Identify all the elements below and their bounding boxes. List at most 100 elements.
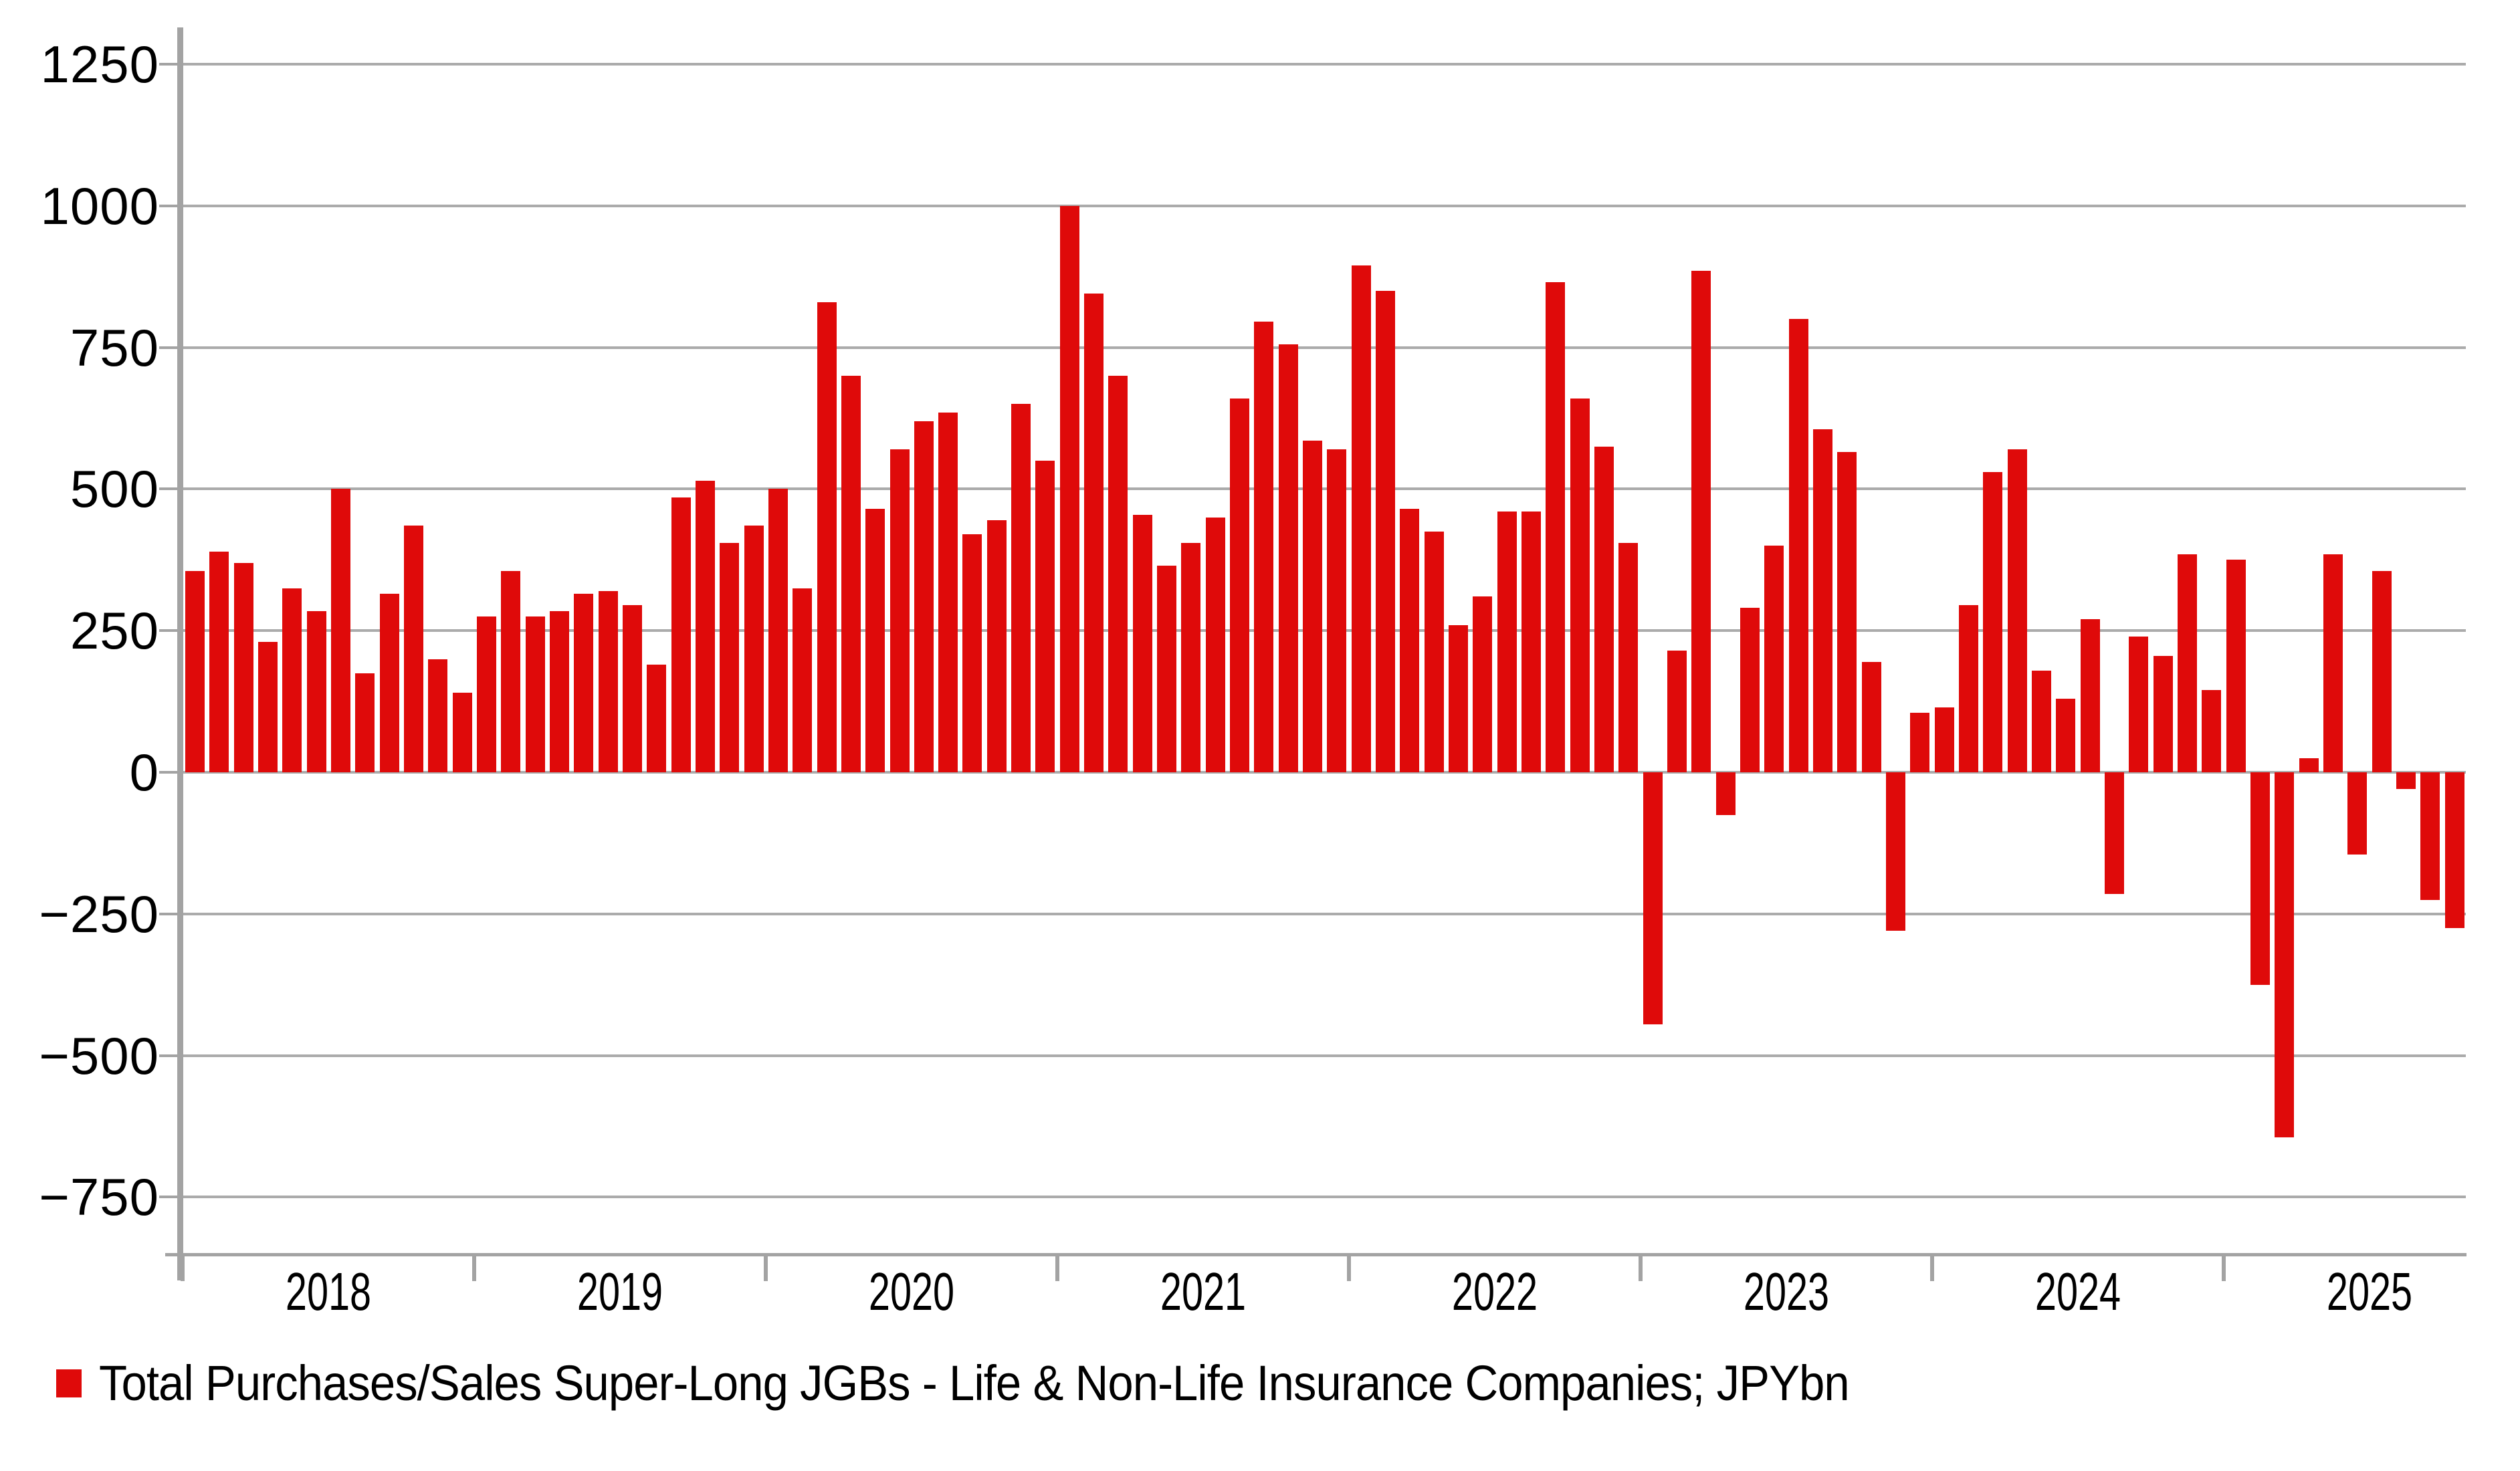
bar <box>1424 531 1444 772</box>
bar <box>1958 605 1978 772</box>
bar <box>1521 512 1542 772</box>
bar <box>306 610 326 772</box>
bar <box>2153 656 2173 772</box>
bar <box>574 594 594 772</box>
bar <box>233 562 253 772</box>
bar <box>2323 554 2343 772</box>
x-axis-label: 2023 <box>1743 1262 1829 1321</box>
x-axis-tick <box>1346 1253 1351 1281</box>
bar <box>962 534 982 772</box>
bar <box>1157 565 1177 772</box>
bar <box>622 605 642 772</box>
bar <box>1303 441 1323 772</box>
bar <box>1035 461 1055 772</box>
bar <box>1230 398 1250 772</box>
bar <box>1934 707 1954 772</box>
bar <box>282 588 302 772</box>
bar <box>2031 670 2051 772</box>
bar <box>1715 772 1736 815</box>
bar <box>1084 294 1104 772</box>
x-axis-tick <box>181 1253 185 1281</box>
bar <box>1205 517 1225 772</box>
bar <box>355 673 375 772</box>
gridline <box>183 771 2466 774</box>
bar <box>1885 772 1905 931</box>
y-axis-label: 750 <box>70 318 159 377</box>
bar <box>403 526 423 772</box>
bar <box>986 520 1007 772</box>
y-axis-label: −250 <box>39 884 159 943</box>
gridline <box>183 1054 2466 1057</box>
bar <box>2104 772 2124 895</box>
bar <box>1788 319 1808 772</box>
y-axis-tick <box>159 1054 182 1057</box>
y-axis-tick <box>159 346 182 349</box>
bar <box>1181 542 1201 772</box>
y-axis-tick <box>159 204 182 207</box>
x-axis-tick <box>1638 1253 1643 1281</box>
bar <box>865 509 885 772</box>
bar <box>1376 290 1396 772</box>
x-axis-tick <box>763 1253 768 1281</box>
bar <box>1618 542 1639 772</box>
legend-label: Total Purchases/Sales Super-Long JGBs - … <box>99 1355 1850 1411</box>
bar <box>257 642 278 772</box>
bar <box>1570 398 1590 772</box>
x-axis-label: 2021 <box>1160 1262 1246 1321</box>
bar <box>1278 344 1298 772</box>
y-axis-label: 500 <box>70 459 159 519</box>
bar <box>2250 772 2270 985</box>
y-axis-tick <box>159 771 182 774</box>
bar <box>1594 446 1614 772</box>
bar <box>1643 772 1663 1024</box>
x-axis-line <box>165 1253 2466 1256</box>
bar <box>1861 661 1881 772</box>
bar <box>768 489 788 772</box>
bar <box>379 594 399 772</box>
y-axis-line <box>177 27 183 1280</box>
bar <box>671 497 691 772</box>
gridline <box>183 204 2466 207</box>
bar <box>1667 650 1687 772</box>
bar <box>647 665 667 772</box>
bar <box>1449 625 1469 772</box>
y-axis-label: 250 <box>70 601 159 661</box>
y-axis-tick <box>159 912 182 915</box>
bar <box>501 571 521 772</box>
x-axis-label: 2025 <box>2326 1262 2412 1321</box>
bar <box>1837 452 1857 772</box>
y-axis-tick <box>159 629 182 633</box>
bar <box>1400 509 1420 772</box>
y-axis-tick <box>159 487 182 491</box>
bar <box>2444 772 2464 928</box>
x-axis-label: 2020 <box>868 1262 954 1321</box>
bar <box>2080 619 2100 772</box>
y-axis-label: 1250 <box>40 35 159 94</box>
bar <box>2372 571 2392 772</box>
gridline <box>183 912 2466 915</box>
x-axis-label: 2019 <box>576 1262 663 1321</box>
bar <box>720 542 740 772</box>
gridline <box>183 1196 2466 1199</box>
bar <box>2275 772 2295 1138</box>
bar <box>2129 636 2149 772</box>
bar <box>2056 698 2076 772</box>
bar <box>1546 282 1566 772</box>
bar <box>428 659 448 772</box>
bar <box>185 571 205 772</box>
bar <box>1497 512 1517 772</box>
x-axis-tick <box>2221 1253 2226 1281</box>
bar <box>1108 375 1128 772</box>
bar <box>2396 772 2416 790</box>
y-axis-label: 1000 <box>40 176 159 235</box>
bar <box>1764 546 1784 772</box>
bar <box>549 610 569 772</box>
bar <box>2007 449 2027 772</box>
bar <box>1983 471 2003 772</box>
bar <box>1740 608 1760 772</box>
bar <box>744 526 764 772</box>
bar <box>817 302 837 772</box>
x-axis-label: 2022 <box>1451 1262 1538 1321</box>
bar <box>1011 404 1031 772</box>
bar <box>793 588 813 772</box>
